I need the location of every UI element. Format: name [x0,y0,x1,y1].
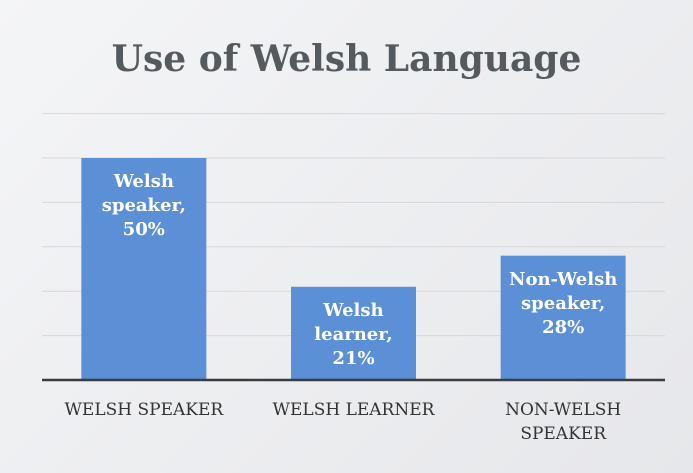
bar [500,255,626,380]
data-label: Welsh speaker, 50% [101,171,186,240]
chart-title: Use of Welsh Language [111,38,582,80]
x-tick-label: NON-WELSH SPEAKER [505,400,622,444]
x-tick-label: WELSH LEARNER [272,400,435,420]
bar [291,286,416,380]
x-tick-label: WELSH SPEAKER [64,400,224,420]
bar [81,158,207,380]
data-label: Non-Welsh speaker, 28% [509,268,618,338]
data-label: Welsh learner, 21% [314,299,393,369]
